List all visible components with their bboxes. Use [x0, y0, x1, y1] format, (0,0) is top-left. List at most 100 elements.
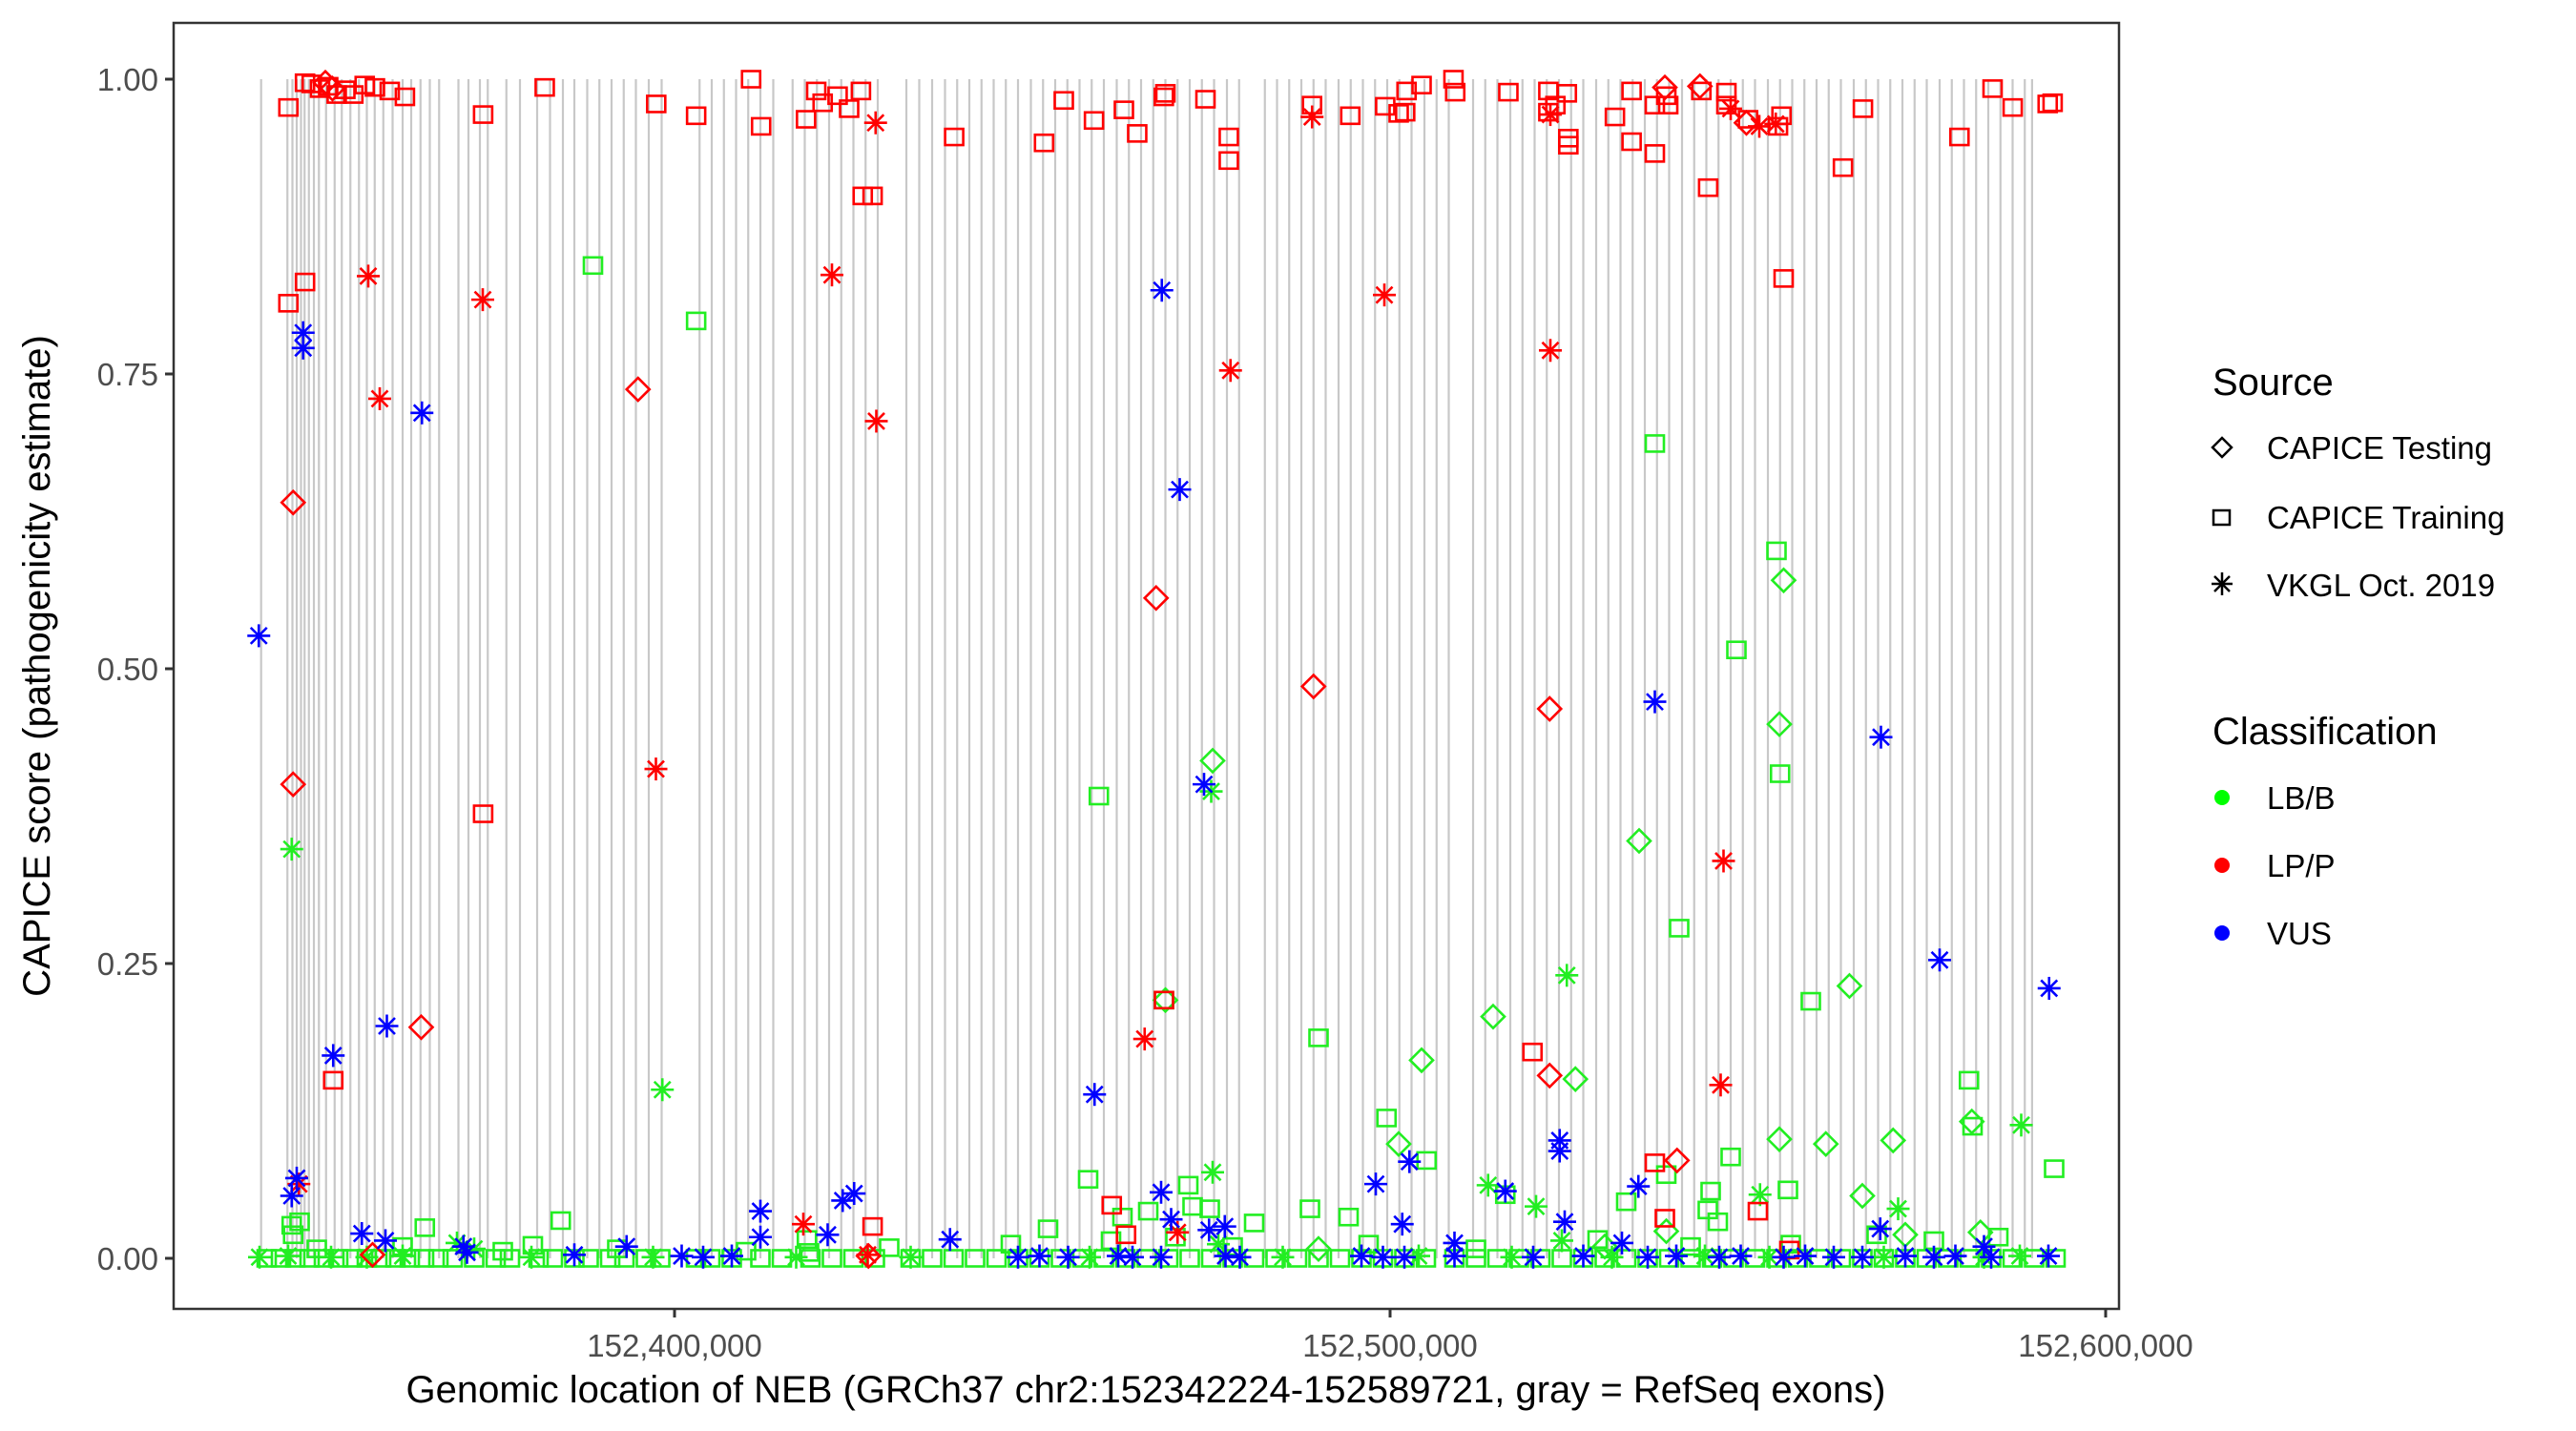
data-point-asterisk: [1894, 1244, 1917, 1268]
data-point-square: [1644, 434, 1666, 453]
legend-item-vkgl: VKGL Oct. 2019: [2212, 568, 2495, 603]
data-point-asterisk: [563, 1243, 586, 1267]
data-point-diamond: [1626, 827, 1652, 855]
data-point-square: [413, 1249, 435, 1268]
data-point-asterisk: [1213, 1214, 1236, 1238]
data-point-square: [1587, 1230, 1609, 1250]
data-point-diamond: [1663, 1147, 1691, 1174]
data-point-asterisk: [1555, 964, 1579, 987]
data-point-square: [472, 105, 494, 124]
data-point-square: [1522, 1042, 1544, 1062]
data-point-square: [294, 272, 316, 292]
data-point-square: [1153, 990, 1174, 1010]
y-tick-label: 0.50: [97, 652, 158, 687]
data-point-asterisk: [1364, 1172, 1387, 1196]
data-point-asterisk: [644, 757, 668, 781]
data-point-asterisk: [1150, 279, 1174, 302]
data-point-asterisk: [1709, 1073, 1733, 1097]
data-point-asterisk: [1271, 1245, 1295, 1269]
data-point-asterisk: [821, 263, 843, 287]
data-point-square: [534, 77, 555, 97]
data-point-diamond: [624, 376, 652, 403]
data-point-square: [1243, 1213, 1265, 1233]
data-point-diamond: [1836, 972, 1863, 1000]
data-point-asterisk: [1571, 1244, 1595, 1268]
data-point-diamond: [1536, 1062, 1564, 1089]
data-point-asterisk: [1132, 1027, 1156, 1051]
data-point-square: [282, 1225, 304, 1245]
data-point-square: [796, 110, 817, 129]
legend-label-vus: VUS: [2267, 916, 2332, 951]
data-point-square: [1707, 1212, 1729, 1232]
data-point-square: [1376, 1109, 1398, 1128]
data-point-square: [1982, 79, 2004, 98]
data-point-square: [1465, 1249, 1486, 1268]
data-point-asterisk: [1218, 359, 1242, 383]
data-point-square: [1443, 70, 1465, 89]
y-tick-label: 0.00: [97, 1241, 158, 1276]
data-point-square: [394, 87, 416, 107]
data-point-asterisk: [322, 1044, 345, 1068]
data-point-asterisk: [1522, 1245, 1545, 1269]
data-point-square: [1101, 1195, 1123, 1215]
data-point-square: [1498, 82, 1519, 102]
data-point-asterisk: [374, 1229, 397, 1253]
data-point-diamond: [1686, 73, 1714, 100]
x-tick-label: 152,600,000: [2018, 1328, 2193, 1363]
data-point-square: [1715, 82, 1737, 102]
data-point-asterisk: [856, 1243, 880, 1267]
data-point-asterisk: [1228, 1245, 1252, 1269]
data-point-asterisk: [863, 111, 887, 135]
data-point-asterisk: [614, 1234, 638, 1258]
data-point-square: [289, 1212, 310, 1232]
data-point-diamond: [1958, 1108, 1985, 1135]
data-point-diamond: [407, 1013, 435, 1041]
data-point-diamond: [1812, 1130, 1839, 1157]
data-point-square: [1558, 135, 1579, 156]
data-point-square: [943, 1249, 965, 1268]
data-point-square: [542, 1249, 564, 1268]
y-axis-title: CAPICE score (pathogenicity estimate): [16, 335, 58, 997]
data-point-square: [1111, 1207, 1133, 1227]
data-point-asterisk: [1371, 1245, 1395, 1269]
data-point-asterisk: [1390, 1213, 1414, 1236]
data-point-square: [685, 106, 707, 126]
data-point-square: [1621, 132, 1642, 152]
x-axis: 152,400,000 152,500,000 152,600,000: [587, 1309, 2193, 1363]
data-point-square: [827, 86, 848, 106]
data-point-asterisk: [1193, 773, 1215, 797]
data-point-asterisk: [1539, 103, 1562, 127]
data-point-square: [1053, 91, 1074, 111]
data-point-asterisk: [1476, 1173, 1500, 1197]
data-point-asterisk: [1748, 1183, 1772, 1207]
data-point-square: [1766, 541, 1787, 561]
data-point-asterisk: [1868, 1217, 1892, 1241]
data-point-diamond: [280, 771, 307, 798]
data-point-asterisk: [1121, 1245, 1144, 1269]
data-point-square: [2044, 1159, 2065, 1178]
data-point-asterisk: [320, 1245, 343, 1269]
legend-item-vus: VUS: [2214, 916, 2332, 951]
data-point-square: [944, 127, 965, 147]
data-point-square: [2002, 97, 2024, 117]
data-point-asterisk: [1443, 1231, 1466, 1255]
data-point-diamond: [359, 1241, 386, 1269]
data-point-asterisk: [749, 1199, 772, 1223]
data-point-diamond: [1536, 695, 1564, 722]
data-point-asterisk: [375, 1014, 399, 1038]
data-point-asterisk: [1980, 1245, 2003, 1269]
data-point-asterisk: [520, 1245, 543, 1269]
data-point-square: [821, 1249, 842, 1268]
data-point-diamond: [280, 488, 307, 516]
x-tick-label: 152,500,000: [1302, 1328, 1478, 1363]
data-point-asterisk: [1083, 1083, 1107, 1107]
data-point-square: [1338, 1207, 1360, 1227]
data-point-square: [1697, 177, 1719, 197]
data-point-square: [1218, 151, 1239, 171]
data-point-asterisk: [1539, 339, 1562, 363]
data-point-asterisk: [842, 1182, 866, 1206]
data-point-asterisk: [1500, 1245, 1524, 1269]
legend-label-lbb: LB/B: [2267, 780, 2336, 816]
plot-frame: [172, 21, 2121, 1311]
